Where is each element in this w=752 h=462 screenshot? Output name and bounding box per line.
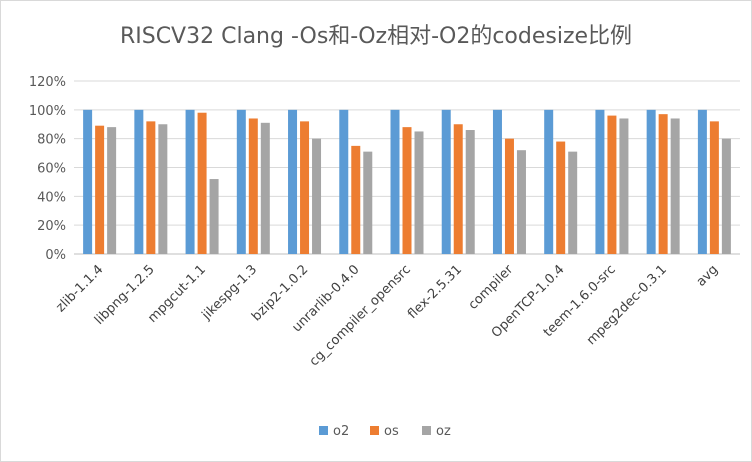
legend: o2 os oz (319, 424, 451, 439)
bar-oz-10 (568, 151, 578, 254)
bar-o2-2 (134, 109, 144, 254)
bar-os-8 (453, 124, 463, 254)
legend-swatch-os (370, 426, 379, 435)
y-tick-label: 80% (37, 133, 66, 148)
x-category-label: avg (694, 262, 722, 290)
bar-os-11 (607, 115, 617, 254)
bar-os-6 (351, 145, 361, 254)
y-tick-label: 120% (29, 75, 66, 90)
x-category-label: flex-2.5.31 (405, 262, 465, 322)
y-tick-label: 60% (37, 162, 66, 177)
x-axis-labels: zlib-1.1.4libpng-1.2.5mpgcut-1.1jikespg-… (53, 262, 721, 370)
bar-oz-3 (209, 179, 219, 254)
bar-oz-13 (721, 138, 731, 254)
bar-oz-8 (465, 130, 475, 254)
bar-o2-4 (236, 109, 246, 254)
bar-o2-6 (339, 109, 349, 254)
bar-oz-1 (107, 127, 117, 254)
bar-o2-5 (288, 109, 298, 254)
bar-o2-13 (697, 109, 707, 254)
x-category-label: cg_compiler_opensrc (307, 262, 414, 369)
bars (83, 109, 731, 255)
bar-os-10 (556, 141, 566, 254)
legend-label-o2: o2 (333, 424, 349, 439)
bar-os-4 (248, 118, 258, 254)
bar-os-12 (658, 114, 668, 255)
bar-o2-10 (544, 109, 554, 254)
bar-o2-1 (83, 109, 93, 254)
bar-oz-5 (312, 138, 322, 254)
bar-o2-12 (646, 109, 656, 254)
y-tick-label: 20% (37, 219, 66, 234)
legend-swatch-o2 (319, 426, 328, 435)
legend-swatch-oz (422, 426, 431, 435)
bar-oz-7 (414, 131, 424, 254)
y-axis-ticks: 0% 20% 40% 60% 80% 100% 120% (29, 75, 66, 263)
bar-oz-9 (516, 150, 526, 254)
bar-os-9 (504, 138, 514, 254)
y-tick-label: 40% (37, 190, 66, 205)
bar-oz-6 (363, 151, 373, 254)
bar-os-1 (95, 125, 105, 254)
legend-label-os: os (384, 424, 399, 439)
bar-os-13 (709, 121, 719, 254)
bar-oz-2 (158, 124, 168, 254)
y-tick-label: 0% (45, 248, 66, 263)
bar-os-3 (197, 112, 207, 254)
bar-oz-4 (260, 122, 270, 254)
y-tick-label: 100% (29, 104, 66, 119)
x-category-label: compiler (466, 262, 517, 313)
bar-o2-11 (595, 109, 605, 254)
legend-label-oz: oz (436, 424, 451, 439)
bar-o2-8 (441, 109, 451, 254)
bar-o2-3 (185, 109, 195, 254)
x-category-label: zlib-1.1.4 (53, 262, 106, 315)
bar-oz-12 (670, 118, 680, 254)
bar-o2-9 (492, 109, 502, 254)
bar-o2-7 (390, 109, 400, 254)
chart-title: RISCV32 Clang -Os和-Oz相对-O2的codesize比例 (119, 24, 633, 49)
bar-os-2 (146, 121, 156, 254)
bar-os-7 (402, 127, 412, 254)
bar-oz-11 (619, 118, 629, 254)
bar-os-5 (300, 121, 310, 254)
